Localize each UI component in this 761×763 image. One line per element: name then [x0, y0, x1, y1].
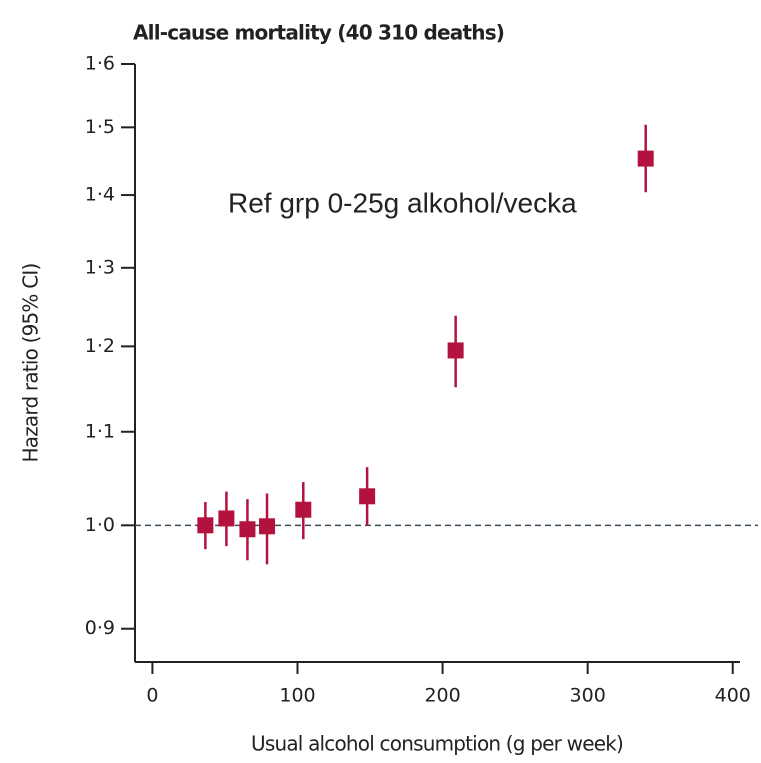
y-tick-label: 1·6: [85, 53, 115, 75]
annotation: Ref grp 0-25g alkohol/vecka: [228, 187, 577, 218]
x-tick-label: 400: [715, 685, 751, 707]
x-axis-label: Usual alcohol consumption (g per week): [251, 732, 623, 756]
chart-title: All-cause mortality (40 310 deaths): [133, 21, 504, 45]
point: [359, 488, 376, 505]
y-axis-label: Hazard ratio (95% CI): [19, 264, 43, 463]
y-tick-label: 1·1: [85, 420, 115, 442]
x-tick-label: 0: [146, 685, 158, 707]
y-tick-label: 1·0: [85, 514, 115, 536]
point: [637, 150, 654, 167]
y-tick-label: 1·5: [85, 116, 115, 138]
point: [259, 518, 276, 535]
y-tick-label: 0·9: [85, 617, 115, 639]
x-tick-label: 300: [570, 685, 606, 707]
y-tick-label: 1·3: [85, 256, 115, 278]
point: [197, 517, 214, 534]
y-tick-label: 1·4: [85, 184, 115, 206]
y-tick-label: 1·2: [85, 335, 115, 357]
point: [239, 521, 256, 538]
point: [295, 501, 312, 518]
point: [447, 342, 464, 359]
x-tick-label: 100: [279, 685, 315, 707]
point: [218, 510, 235, 527]
x-tick-label: 200: [424, 685, 460, 707]
